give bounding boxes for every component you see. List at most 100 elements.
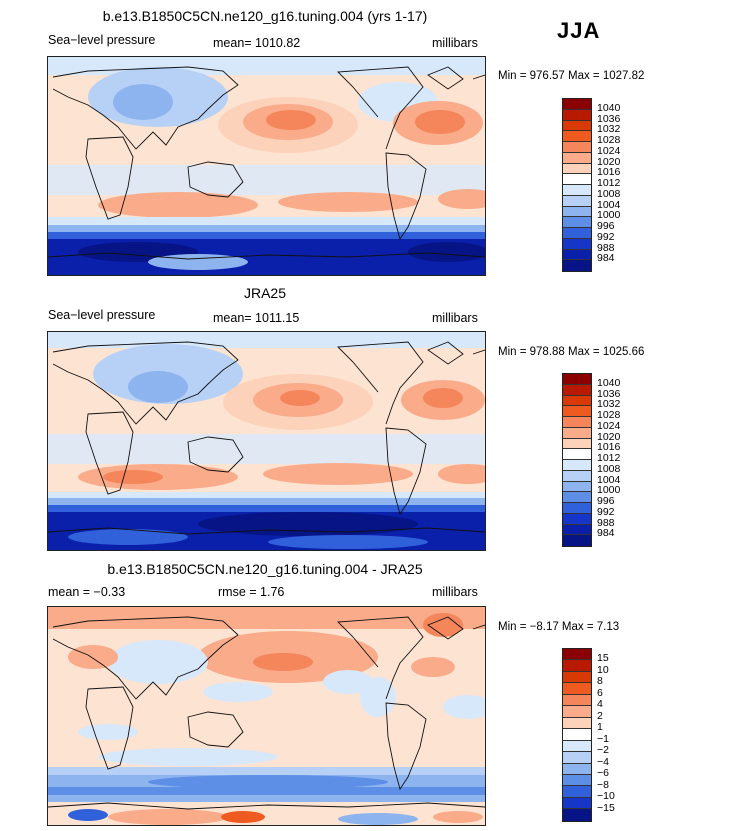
colorbar-label: −8 [597, 778, 609, 791]
colorbar-label: −1 [597, 732, 609, 745]
panel1-title: b.e13.B1850C5CN.ne120_g16.tuning.004 (yr… [102, 8, 428, 24]
panel3-rmse-label: rmse = 1.76 [218, 585, 285, 599]
colorbar-label: 1012 [597, 177, 621, 189]
colorbar-box [563, 797, 591, 810]
panel3-units-label: millibars [432, 585, 478, 599]
colorbar-box [563, 152, 591, 164]
colorbar-label: 2 [597, 709, 603, 722]
colorbar-label: 4 [597, 698, 603, 711]
colorbar-label: 1028 [597, 134, 621, 146]
panel1-map [47, 56, 486, 276]
panel1-mean-label: mean= 1010.82 [213, 36, 301, 50]
colorbar-label: 1024 [597, 144, 621, 157]
panel2-title: JRA25 [243, 285, 287, 301]
colorbar-label: 6 [597, 686, 603, 699]
colorbar-label: 1016 [597, 166, 621, 179]
season-label: JJA [557, 18, 601, 43]
colorbar-box [563, 120, 591, 132]
panel2-colorbar [562, 373, 592, 547]
colorbar-box [563, 195, 591, 207]
colorbar-label: 1020 [597, 155, 621, 168]
colorbar-box [563, 206, 591, 218]
panel2-minmax: Min = 978.88 Max = 1025.66 [498, 346, 645, 358]
colorbar-box [563, 417, 591, 428]
colorbar-label: 1 [597, 721, 603, 734]
colorbar-label: 988 [597, 241, 615, 254]
panel1-colorbar [562, 98, 592, 272]
colorbar-box [563, 395, 591, 407]
colorbar-box [563, 131, 591, 142]
colorbar-label: 992 [597, 505, 615, 518]
colorbar-box [563, 740, 591, 753]
colorbar-label: 1032 [597, 398, 621, 411]
colorbar-label: 1004 [597, 198, 621, 211]
colorbar-label: 1008 [597, 187, 621, 200]
colorbar-box [563, 249, 591, 261]
colorbar-label: 8 [597, 675, 603, 688]
colorbar-label: 1008 [597, 462, 621, 475]
colorbar-label: 1036 [597, 387, 621, 400]
colorbar-box [563, 524, 591, 536]
colorbar-box [563, 671, 591, 684]
panel2-variable-label: Sea−level pressure [48, 308, 156, 322]
colorbar-box [563, 503, 591, 514]
colorbar-box [563, 717, 591, 730]
colorbar-label: 1036 [597, 112, 621, 125]
colorbar-box [563, 260, 591, 271]
colorbar-label: −2 [597, 744, 609, 757]
colorbar-box [563, 174, 591, 185]
colorbar-label: 1000 [597, 209, 621, 222]
colorbar-label: 992 [597, 230, 615, 243]
colorbar-box [563, 706, 591, 718]
panel1-units-label: millibars [432, 36, 478, 50]
colorbar-label: −15 [597, 801, 615, 814]
colorbar-box [563, 460, 591, 471]
colorbar-box [563, 185, 591, 196]
colorbar-box [563, 228, 591, 239]
colorbar-label: 984 [597, 252, 615, 265]
colorbar-box [563, 470, 591, 482]
panel3-title: b.e13.B1850C5CN.ne120_g16.tuning.004 - J… [107, 561, 423, 577]
colorbar-label: 1040 [597, 376, 621, 389]
colorbar-label: 15 [597, 652, 609, 665]
panel3-mean-label: mean = −0.33 [48, 585, 126, 599]
colorbar-box [563, 438, 591, 450]
colorbar-box [563, 238, 591, 250]
colorbar-box [563, 752, 591, 764]
colorbar-label: 1040 [597, 101, 621, 114]
colorbar-box [563, 809, 591, 821]
colorbar-box [563, 217, 591, 228]
colorbar-label: 996 [597, 220, 615, 232]
colorbar-box [563, 683, 591, 695]
panel2-mean-label: mean= 1011.15 [213, 311, 300, 325]
colorbar-label: 1028 [597, 409, 621, 421]
colorbar-box [563, 374, 591, 385]
colorbar-box [563, 109, 591, 121]
colorbar-box [563, 406, 591, 417]
colorbar-label: −4 [597, 755, 609, 768]
panel3-minmax: Min = −8.17 Max = 7.13 [498, 621, 620, 633]
colorbar-label: 1012 [597, 452, 621, 464]
colorbar-label: 988 [597, 516, 615, 529]
panel3-colorbar [562, 648, 592, 822]
colorbar-box [563, 384, 591, 396]
colorbar-box [563, 142, 591, 153]
colorbar-box [563, 163, 591, 175]
panel1-minmax: Min = 976.57 Max = 1027.82 [498, 70, 645, 82]
colorbar-box [563, 729, 591, 741]
colorbar-box [563, 763, 591, 775]
colorbar-label: 1020 [597, 430, 621, 443]
colorbar-box [563, 774, 591, 787]
colorbar-box [563, 449, 591, 460]
colorbar-label: 1016 [597, 441, 621, 454]
colorbar-box [563, 786, 591, 798]
colorbar-box [563, 535, 591, 546]
panel3-map [47, 606, 486, 826]
colorbar-label: 1032 [597, 123, 621, 136]
colorbar-box [563, 481, 591, 493]
colorbar-label: 984 [597, 527, 615, 540]
colorbar-label: 1004 [597, 473, 621, 486]
panel2-map [47, 331, 486, 551]
colorbar-label: −6 [597, 767, 609, 780]
colorbar-box [563, 660, 591, 672]
